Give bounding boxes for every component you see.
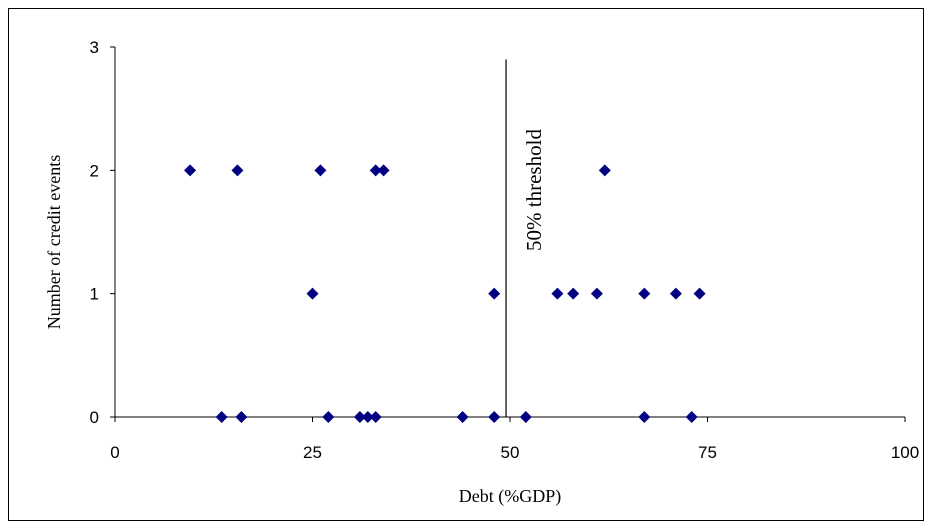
data-point: [353, 411, 366, 423]
data-point: [590, 287, 603, 300]
data-point: [235, 411, 248, 423]
data-point: [685, 411, 698, 423]
x-axis-title: Debt (%GDP): [459, 486, 561, 507]
data-point: [598, 164, 611, 177]
threshold-label: 50% threshold: [522, 129, 546, 251]
data-point: [638, 287, 651, 300]
x-tick-label: 0: [110, 443, 119, 462]
data-point: [669, 287, 682, 300]
data-point: [693, 287, 706, 300]
y-tick-label: 0: [90, 408, 99, 427]
data-point: [361, 411, 374, 423]
x-tick-label: 75: [698, 443, 717, 462]
data-point: [377, 164, 390, 177]
data-point: [322, 411, 335, 423]
data-point: [519, 411, 532, 423]
data-point: [488, 287, 501, 300]
data-point: [488, 411, 501, 423]
annotations: 50% threshold: [505, 59, 546, 417]
data-point: [567, 287, 580, 300]
y-tick-label: 2: [90, 161, 99, 180]
x-tick-label: 100: [891, 443, 919, 462]
y-axis-title: Number of credit events: [44, 155, 64, 329]
x-tick-label: 50: [501, 443, 520, 462]
data-point: [215, 411, 228, 423]
x-tick-label: 25: [303, 443, 322, 462]
data-point: [306, 287, 319, 300]
tick-labels: 0 1 2 3 0 25 50 75 100: [90, 38, 920, 462]
data-point: [231, 164, 244, 177]
axes: [110, 46, 906, 422]
data-point: [369, 411, 382, 423]
y-tick-label: 1: [90, 285, 99, 304]
data-point: [551, 287, 564, 300]
y-tick-label: 3: [90, 38, 99, 57]
chart-frame: [8, 8, 924, 521]
data-point: [314, 164, 327, 177]
data-point: [184, 164, 197, 177]
data-point: [456, 411, 469, 423]
data-point: [638, 411, 651, 423]
data-points: [184, 164, 706, 423]
data-point: [369, 164, 382, 177]
